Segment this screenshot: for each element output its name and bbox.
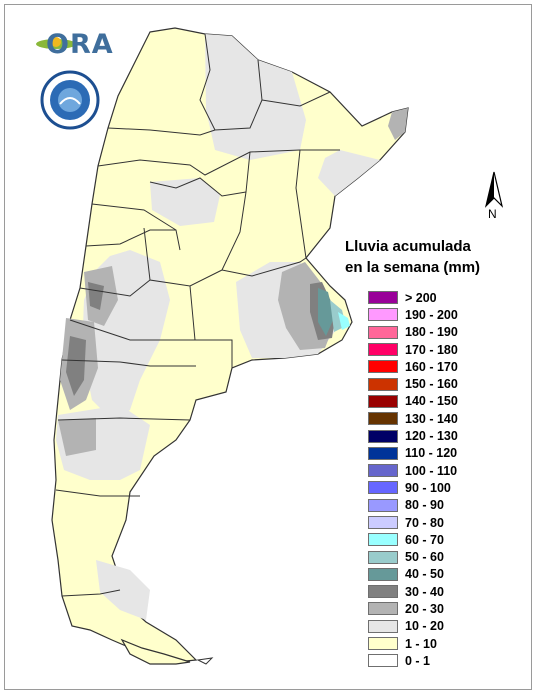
legend-item: 90 - 100 xyxy=(368,479,458,496)
legend-item: 50 - 60 xyxy=(368,548,458,565)
legend-label: 70 - 80 xyxy=(405,515,444,530)
legend-label: 0 - 1 xyxy=(405,653,431,668)
malvinas-marker xyxy=(196,657,214,665)
legend-item: 20 - 30 xyxy=(368,600,458,617)
legend-item: 160 - 170 xyxy=(368,358,458,375)
legend-title-line2: en la semana (mm) xyxy=(345,259,481,276)
legend-swatch xyxy=(368,567,398,581)
legend-label: 90 - 100 xyxy=(405,480,451,495)
legend-label: > 200 xyxy=(405,290,437,305)
legend-item: 170 - 180 xyxy=(368,341,458,358)
legend-item: 130 - 140 xyxy=(368,410,458,427)
legend-item: 1 - 10 xyxy=(368,635,458,652)
legend-item: 100 - 110 xyxy=(368,462,458,479)
legend-label: 170 - 180 xyxy=(405,342,458,357)
legend-swatch xyxy=(368,325,398,339)
legend-label: 50 - 60 xyxy=(405,550,444,565)
legend-label: 190 - 200 xyxy=(405,307,458,322)
legend-label: 30 - 40 xyxy=(405,584,444,599)
legend-item: > 200 xyxy=(368,289,458,306)
legend-item: 190 - 200 xyxy=(368,306,458,323)
legend-item: 70 - 80 xyxy=(368,514,458,531)
legend-label: 120 - 130 xyxy=(405,429,458,444)
legend-label: 160 - 170 xyxy=(405,359,458,374)
legend-label: 150 - 160 xyxy=(405,377,458,392)
tierra-del-fuego xyxy=(120,638,191,665)
north-label: N xyxy=(488,207,497,221)
legend-swatch xyxy=(368,637,398,651)
legend-swatch xyxy=(368,343,398,357)
legend-swatch xyxy=(368,619,398,633)
legend-label: 180 - 190 xyxy=(405,325,458,340)
rain-60-70-area xyxy=(338,312,350,330)
legend-title: Lluvia acumulada en la semana (mm) xyxy=(345,236,480,278)
legend-label: 20 - 30 xyxy=(405,601,444,616)
sun-icon xyxy=(51,37,61,47)
legend-label: 130 - 140 xyxy=(405,411,458,426)
legend-swatch xyxy=(368,585,398,599)
legend-swatch xyxy=(368,533,398,547)
rain-40-60-area xyxy=(318,288,334,336)
legend-label: 100 - 110 xyxy=(405,463,458,478)
legend-item: 10 - 20 xyxy=(368,618,458,635)
smn-seal-logo xyxy=(40,70,100,130)
legend-label: 140 - 150 xyxy=(405,394,458,409)
legend-label: 80 - 90 xyxy=(405,498,444,513)
province-borders xyxy=(55,33,340,597)
legend-item: 150 - 160 xyxy=(368,375,458,392)
legend-item: 40 - 50 xyxy=(368,566,458,583)
legend-title-line1: Lluvia acumulada xyxy=(345,238,471,255)
legend-label: 110 - 120 xyxy=(405,446,458,461)
legend-swatch xyxy=(368,602,398,616)
legend-swatch xyxy=(368,516,398,529)
legend-swatch xyxy=(368,446,398,460)
legend-label: 1 - 10 xyxy=(405,636,437,651)
legend-label: 40 - 50 xyxy=(405,567,444,582)
legend-swatch xyxy=(368,481,398,495)
legend-swatch xyxy=(368,654,398,668)
legend-swatch xyxy=(368,360,398,374)
legend-swatch xyxy=(368,377,398,391)
legend-item: 180 - 190 xyxy=(368,324,458,341)
legend-item: 140 - 150 xyxy=(368,393,458,410)
ora-logo xyxy=(36,37,76,49)
legend: > 200 190 - 200 180 - 190 170 - 180 160 - 17… xyxy=(368,289,458,670)
legend-item: 110 - 120 xyxy=(368,445,458,462)
legend-item: 80 - 90 xyxy=(368,497,458,514)
legend-swatch xyxy=(368,464,398,478)
legend-item: 0 - 1 xyxy=(368,652,458,669)
legend-swatch xyxy=(368,308,398,322)
legend-item: 60 - 70 xyxy=(368,531,458,548)
legend-item: 30 - 40 xyxy=(368,583,458,600)
legend-item: 120 - 130 xyxy=(368,427,458,444)
legend-label: 60 - 70 xyxy=(405,532,444,547)
legend-swatch xyxy=(368,550,398,564)
legend-swatch xyxy=(368,498,398,512)
legend-label: 10 - 20 xyxy=(405,619,444,634)
legend-swatch xyxy=(368,429,398,443)
north-arrow-icon xyxy=(484,171,504,208)
legend-swatch xyxy=(368,412,398,426)
legend-swatch xyxy=(368,394,398,408)
legend-swatch xyxy=(368,291,398,305)
ora-logo-text: ORA xyxy=(46,29,114,60)
